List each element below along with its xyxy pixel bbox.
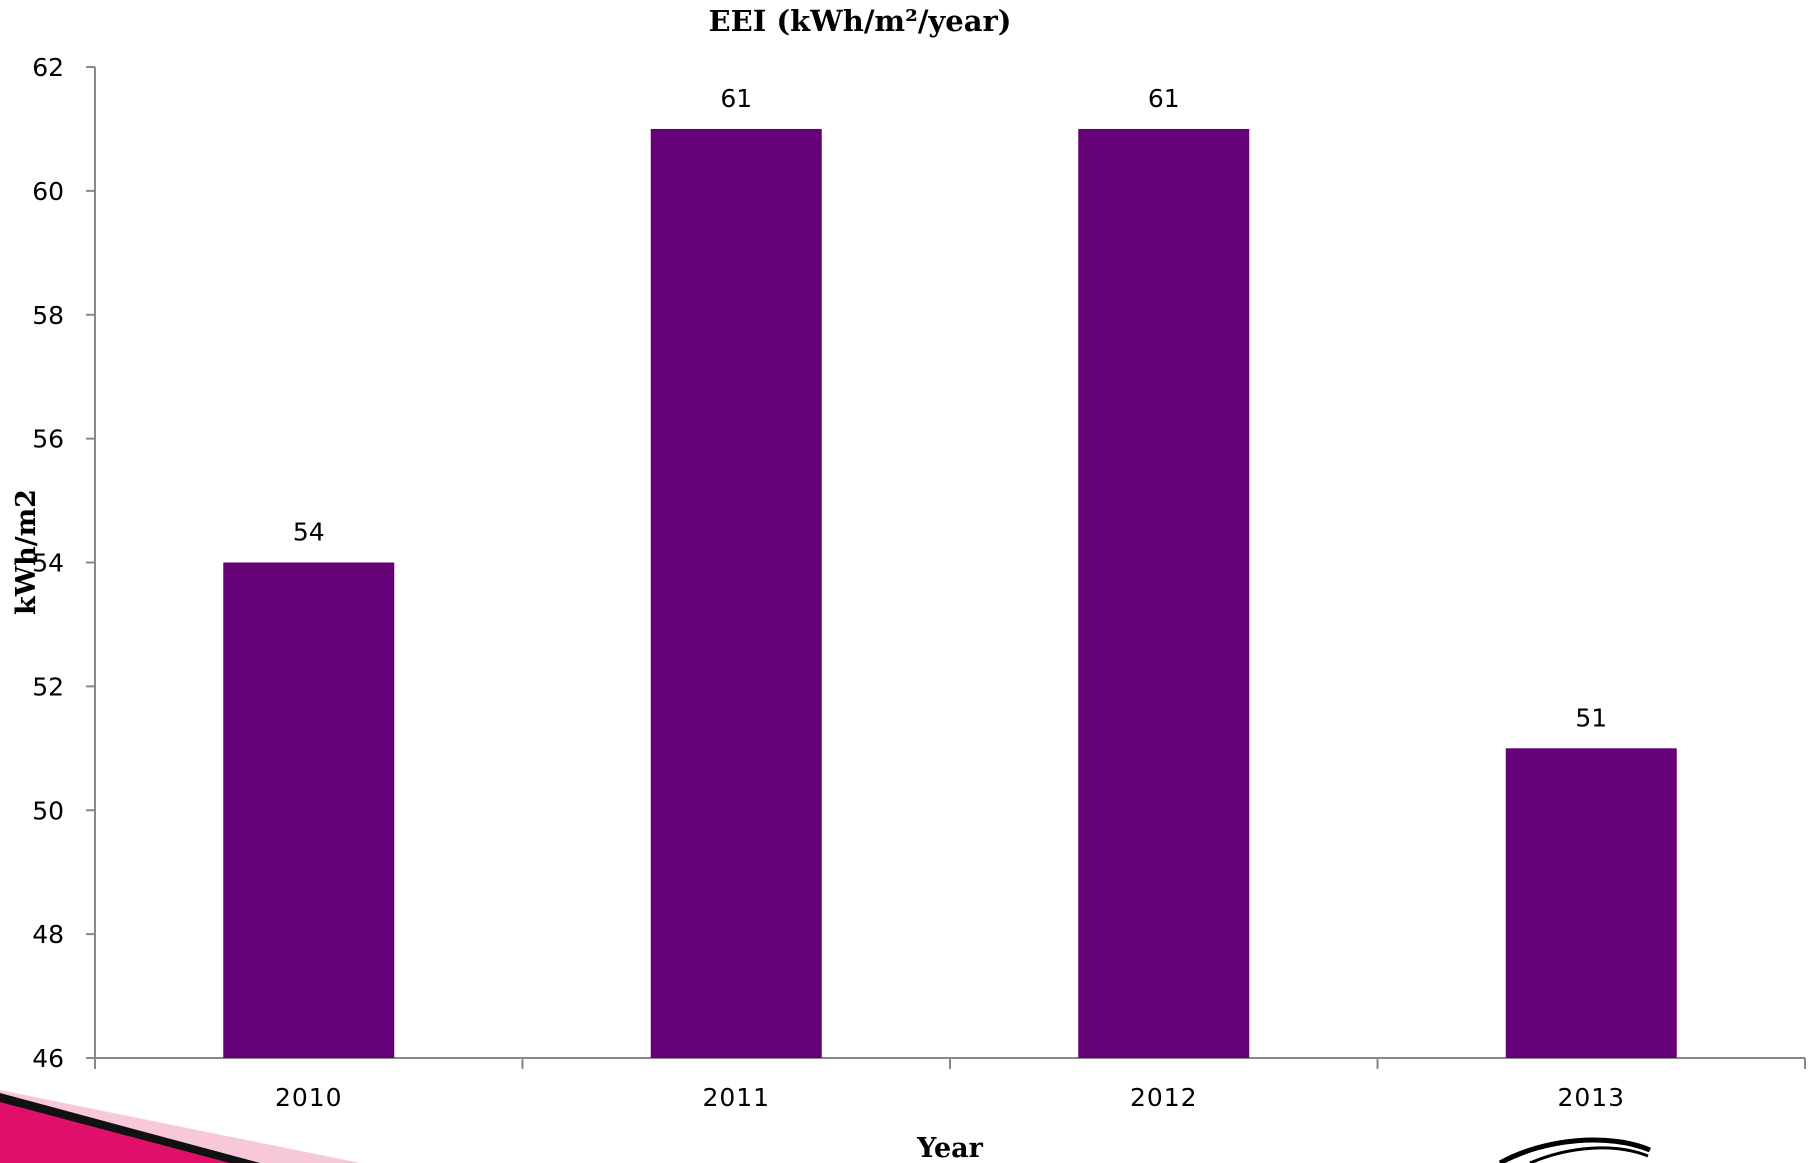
bar-2013: [1505, 748, 1677, 1058]
bar-2010: [223, 562, 395, 1058]
swoosh-stroke-inner: [1529, 1146, 1649, 1163]
data-label-2010: 54: [293, 518, 325, 547]
y-tick-label: 46: [32, 1044, 64, 1073]
y-tick-label: 50: [32, 796, 64, 825]
x-axis-ticks: 2010 2011 2012 2013: [94, 1058, 1806, 1112]
swoosh-stroke-outer: [1498, 1137, 1651, 1163]
data-labels: 54 61 61 51: [293, 84, 1607, 732]
ribbon-pink-stripe: [0, 1102, 230, 1163]
chart-title: EEI (kWh/m²/year): [709, 4, 1012, 38]
data-label-2013: 51: [1575, 703, 1607, 732]
bar-2012: [1078, 128, 1250, 1058]
decoration-ribbon: [0, 1090, 360, 1163]
data-label-2011: 61: [720, 84, 752, 113]
x-tick-label: 2010: [275, 1083, 343, 1112]
y-tick-label: 62: [32, 53, 64, 82]
y-tick-label: 48: [32, 920, 64, 949]
x-tick-label: 2011: [702, 1083, 770, 1112]
y-tick-label: 58: [32, 301, 64, 330]
y-tick-label: 54: [32, 549, 64, 578]
bar-2011: [650, 128, 822, 1058]
y-tick-label: 60: [32, 177, 64, 206]
y-tick-label: 52: [32, 672, 64, 701]
data-label-2012: 61: [1148, 84, 1180, 113]
decoration-swoosh-logo: [1498, 1137, 1651, 1163]
y-tick-label: 56: [32, 425, 64, 454]
y-axis-ticks: 46 48 50 52 54 56 58 60 62: [32, 53, 95, 1073]
x-tick-label: 2012: [1130, 1083, 1198, 1112]
x-tick-label: 2013: [1557, 1083, 1625, 1112]
y-axis-title: kWh/m2: [11, 489, 42, 615]
bars: [223, 128, 1677, 1058]
x-axis-title: Year: [916, 1133, 984, 1163]
